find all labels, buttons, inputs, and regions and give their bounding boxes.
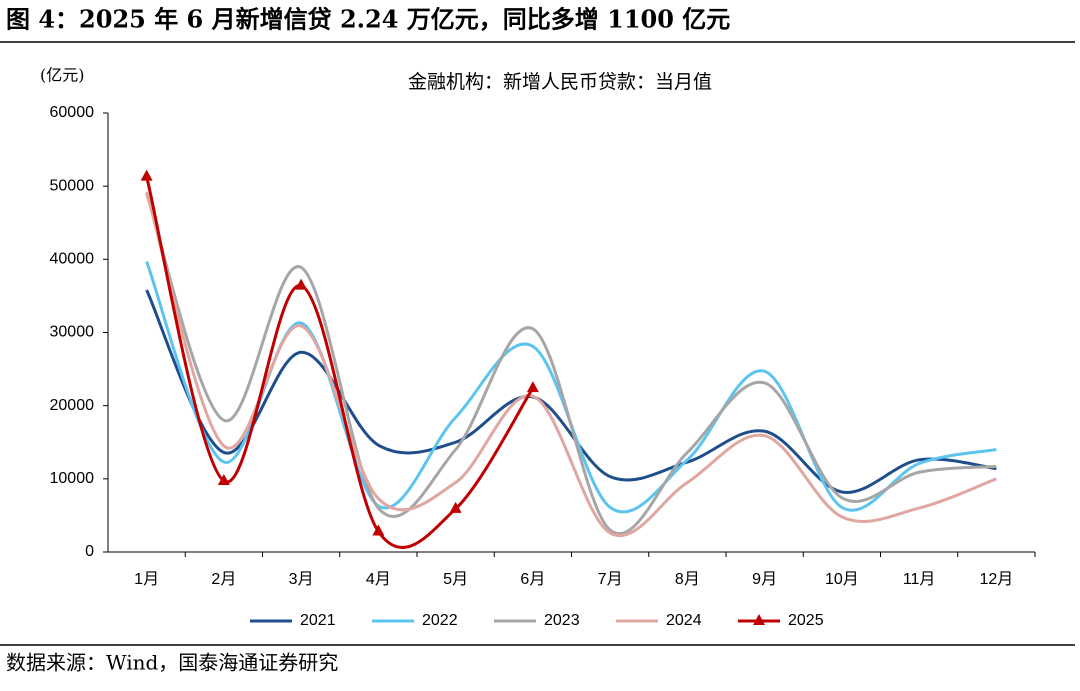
- x-tick-label: 1月: [134, 571, 159, 588]
- point-marker: [295, 278, 308, 290]
- source-note: 数据来源：Wind，国泰海通证券研究: [6, 651, 338, 675]
- x-tick-label: 5月: [443, 571, 468, 588]
- x-tick-label: 12月: [979, 571, 1013, 588]
- x-tick-label: 4月: [366, 571, 391, 588]
- x-tick-label: 9月: [752, 571, 777, 588]
- point-marker: [217, 474, 230, 486]
- y-tick-label: 10000: [50, 470, 95, 487]
- chart-title: 金融机构：新增人民币贷款：当月值: [408, 71, 712, 93]
- x-tick-label: 8月: [675, 571, 700, 588]
- point-marker: [526, 381, 539, 393]
- y-tick-label: 60000: [50, 104, 95, 121]
- x-tick-label: 7月: [598, 571, 623, 588]
- figure-title: 图 4：2025 年 6 月新增信贷 2.24 万亿元，同比多增 1100 亿元: [6, 5, 730, 34]
- y-tick-label: 40000: [50, 251, 95, 268]
- x-tick-label: 11月: [903, 571, 936, 588]
- point-marker: [140, 169, 153, 181]
- series-line: [145, 176, 535, 549]
- point-marker: [449, 501, 462, 513]
- y-axis-label: (亿元): [40, 66, 85, 85]
- legend-marker: [753, 614, 765, 625]
- x-tick-label: 6月: [520, 571, 545, 588]
- y-tick-label: 20000: [50, 397, 95, 414]
- legend-label: 2025: [788, 612, 824, 629]
- y-tick-label: 50000: [50, 177, 95, 194]
- series-line: [145, 193, 997, 535]
- legend-label: 2023: [544, 612, 580, 629]
- x-tick-label: 3月: [289, 571, 314, 588]
- x-tick-label: 2月: [211, 571, 236, 588]
- y-tick-label: 0: [85, 543, 94, 560]
- series-line: [145, 191, 997, 537]
- legend-label: 2021: [300, 612, 336, 629]
- y-tick-label: 30000: [50, 324, 95, 341]
- legend-label: 2022: [422, 612, 458, 629]
- point-marker: [372, 524, 385, 536]
- x-tick-label: 10月: [825, 571, 859, 588]
- legend-label: 2024: [666, 612, 702, 629]
